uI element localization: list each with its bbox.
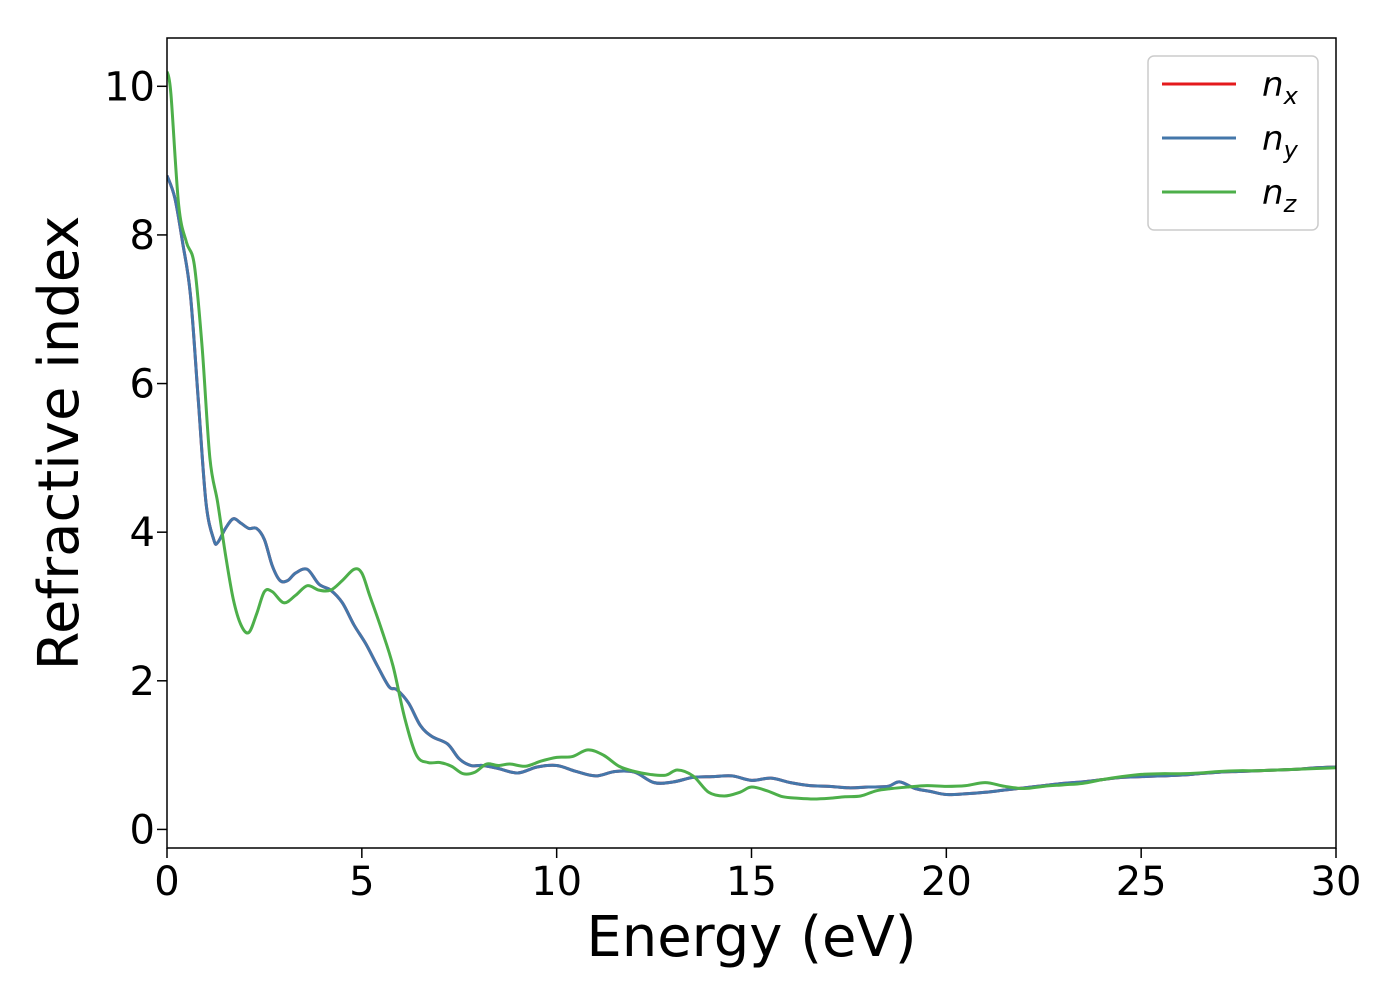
x-axis: 0 5 10 15 20 25 30 xyxy=(154,848,1361,905)
x-tick-label: 20 xyxy=(921,859,972,905)
legend-box xyxy=(1147,55,1319,231)
y-tick-label: 2 xyxy=(130,659,155,705)
x-tick-label: 10 xyxy=(531,859,582,905)
plot-area xyxy=(167,71,1336,801)
y-tick-label: 8 xyxy=(130,213,155,259)
legend-label: nz xyxy=(1262,173,1298,218)
y-tick-label: 6 xyxy=(130,362,155,408)
y-axis-label: Refractive index xyxy=(27,216,92,671)
x-tick-label: 5 xyxy=(349,859,374,905)
y-tick-label: 10 xyxy=(104,64,155,110)
legend-label: nx xyxy=(1262,65,1299,110)
x-tick-label: 30 xyxy=(1311,859,1362,905)
legend-item-nx: nx xyxy=(1162,65,1299,110)
x-tick-label: 25 xyxy=(1116,859,1167,905)
y-tick-label: 0 xyxy=(130,807,155,853)
legend-item-ny: ny xyxy=(1162,119,1299,164)
x-axis-label: Energy (eV) xyxy=(586,905,916,970)
y-axis: 0 2 4 6 8 10 xyxy=(104,64,167,853)
y-tick-label: 4 xyxy=(130,510,155,556)
legend: nx ny nz xyxy=(1147,55,1319,231)
x-tick-label: 0 xyxy=(154,859,179,905)
legend-label: ny xyxy=(1262,119,1299,164)
series-line-nz xyxy=(167,71,1336,801)
x-tick-label: 15 xyxy=(726,859,777,905)
legend-item-nz: nz xyxy=(1162,173,1298,218)
series-line-ny xyxy=(167,174,1336,797)
series-line-nx xyxy=(167,174,1336,797)
